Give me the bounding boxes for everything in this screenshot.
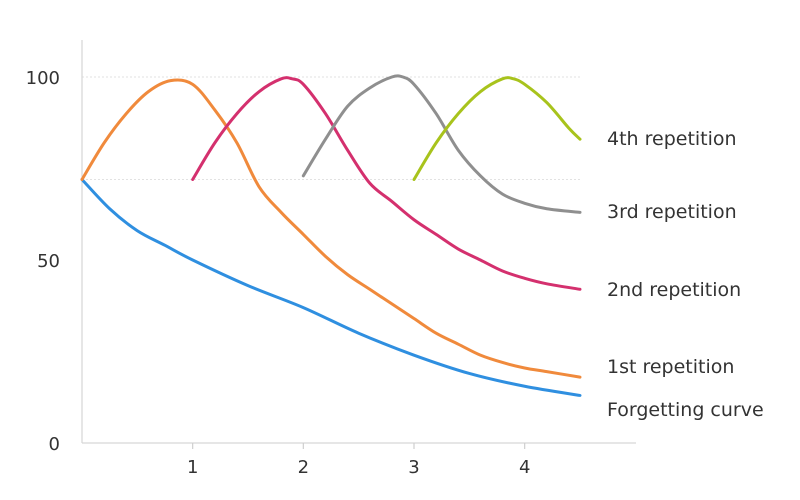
grid-lines <box>82 76 580 180</box>
x-tick-label-2: 2 <box>298 457 309 478</box>
series-line-4th-repetition <box>412 76 582 181</box>
x-tick-label-1: 1 <box>187 457 198 478</box>
series-line-forgetting-curve <box>80 177 582 397</box>
y-tick-label-0: 0 <box>49 434 60 455</box>
y-tick-label-100: 100 <box>26 68 60 89</box>
series-lines <box>80 74 582 397</box>
axes <box>81 40 636 444</box>
legend-label-forgetting-curve: Forgetting curve <box>607 399 764 421</box>
y-tick-label-50: 50 <box>37 251 60 272</box>
series-line-2nd-repetition <box>191 76 582 291</box>
x-tick-label-3: 3 <box>408 457 419 478</box>
legend: 4th repetition 3rd repetition 2nd repeti… <box>607 128 764 421</box>
x-tick-label-4: 4 <box>519 457 530 478</box>
legend-label-1st-repetition: 1st repetition <box>607 356 734 378</box>
y-ticks: 0 50 100 <box>26 68 60 455</box>
legend-label-2nd-repetition: 2nd repetition <box>607 279 741 301</box>
legend-label-4th-repetition: 4th repetition <box>607 128 737 150</box>
series-line-3rd-repetition <box>301 74 582 214</box>
x-ticks: 1 2 3 4 <box>187 443 530 478</box>
series-line-1st-repetition <box>80 78 582 379</box>
legend-label-3rd-repetition: 3rd repetition <box>607 201 737 223</box>
